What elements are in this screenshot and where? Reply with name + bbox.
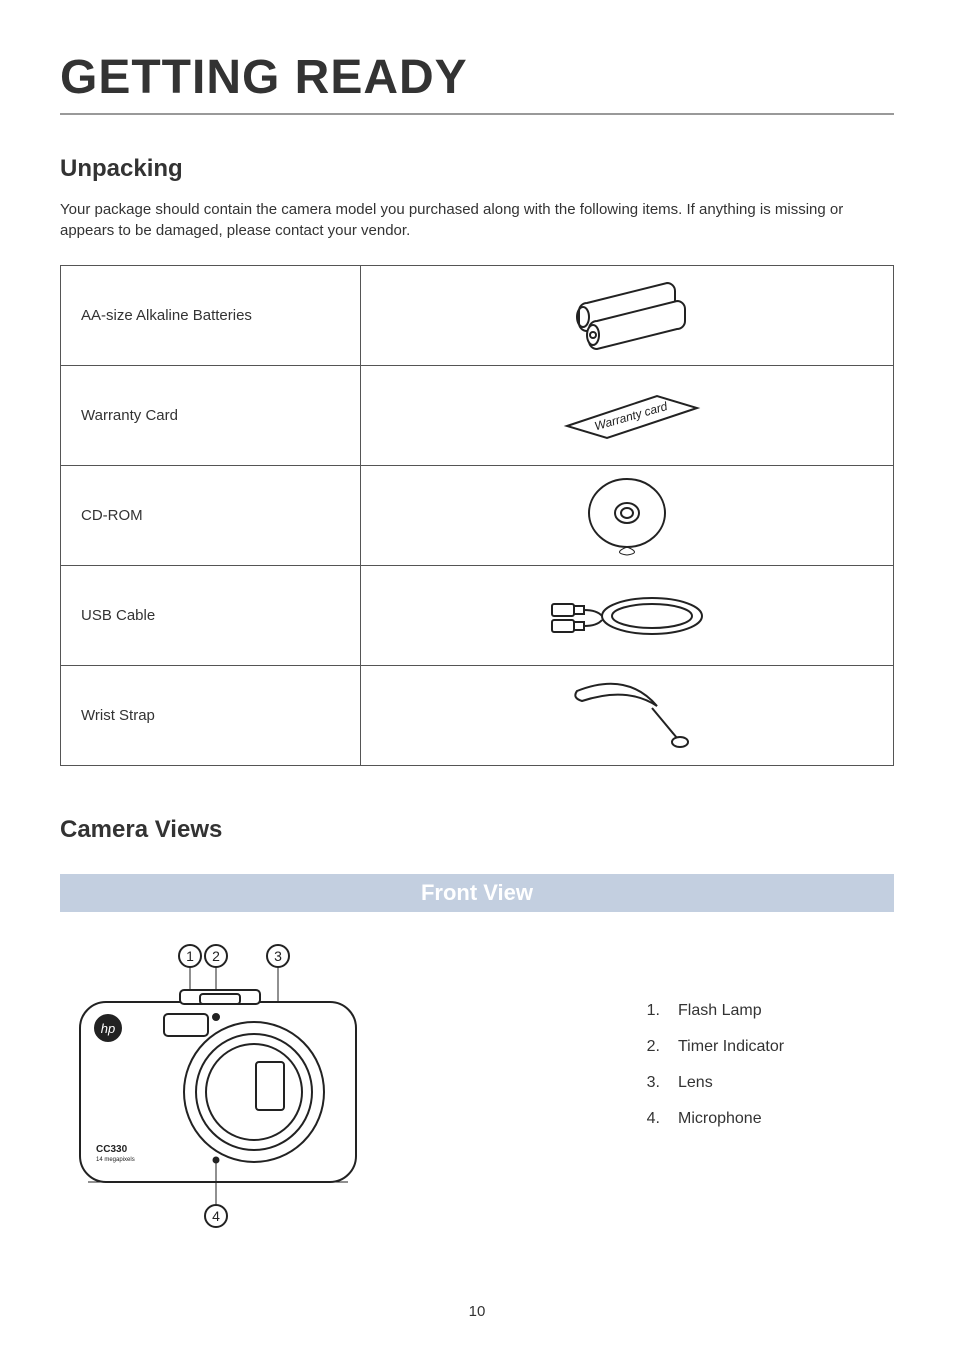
legend-num: 4. xyxy=(640,1110,660,1128)
item-image-usb-cable xyxy=(361,566,894,666)
camera-views-heading: Camera Views xyxy=(60,816,894,844)
camera-front-diagram: CC330 14 megapixels hp 1 2 3 4 xyxy=(60,942,380,1232)
callout-2: 2 xyxy=(212,948,220,964)
legend-item: 1. Flash Lamp xyxy=(640,1002,894,1020)
legend-label: Timer Indicator xyxy=(678,1038,784,1056)
unpacking-heading: Unpacking xyxy=(60,155,894,183)
callout-3: 3 xyxy=(274,948,282,964)
camera-subtext: 14 megapixels xyxy=(96,1157,135,1163)
item-label: Warranty Card xyxy=(61,366,361,466)
legend-num: 1. xyxy=(640,1002,660,1020)
legend-num: 2. xyxy=(640,1038,660,1056)
table-row: USB Cable xyxy=(61,566,894,666)
front-view-legend: 1. Flash Lamp 2. Timer Indicator 3. Lens… xyxy=(440,942,894,1146)
legend-label: Microphone xyxy=(678,1110,762,1128)
item-image-wrist-strap xyxy=(361,666,894,766)
camera-model-text: CC330 xyxy=(96,1144,128,1155)
legend-item: 3. Lens xyxy=(640,1074,894,1092)
callout-4: 4 xyxy=(212,1208,220,1224)
page-title: GETTING READY xyxy=(60,50,894,115)
svg-text:hp: hp xyxy=(101,1021,115,1036)
legend-item: 4. Microphone xyxy=(640,1110,894,1128)
package-contents-table: AA-size Alkaline Batteries Warranty Card xyxy=(60,265,894,766)
unpacking-intro: Your package should contain the camera m… xyxy=(60,199,894,241)
table-row: Wrist Strap xyxy=(61,666,894,766)
legend-item: 2. Timer Indicator xyxy=(640,1038,894,1056)
legend-num: 3. xyxy=(640,1074,660,1092)
callout-1: 1 xyxy=(186,948,194,964)
legend-label: Lens xyxy=(678,1074,713,1092)
item-image-warranty-card: Warranty card xyxy=(361,366,894,466)
page-number: 10 xyxy=(0,1303,954,1320)
table-row: CD-ROM xyxy=(61,466,894,566)
item-label: USB Cable xyxy=(61,566,361,666)
item-label: CD-ROM xyxy=(61,466,361,566)
item-image-cdrom xyxy=(361,466,894,566)
item-label: Wrist Strap xyxy=(61,666,361,766)
table-row: AA-size Alkaline Batteries xyxy=(61,266,894,366)
front-view-bar: Front View xyxy=(60,874,894,912)
item-label: AA-size Alkaline Batteries xyxy=(61,266,361,366)
table-row: Warranty Card Warranty card xyxy=(61,366,894,466)
legend-label: Flash Lamp xyxy=(678,1002,762,1020)
item-image-batteries xyxy=(361,266,894,366)
